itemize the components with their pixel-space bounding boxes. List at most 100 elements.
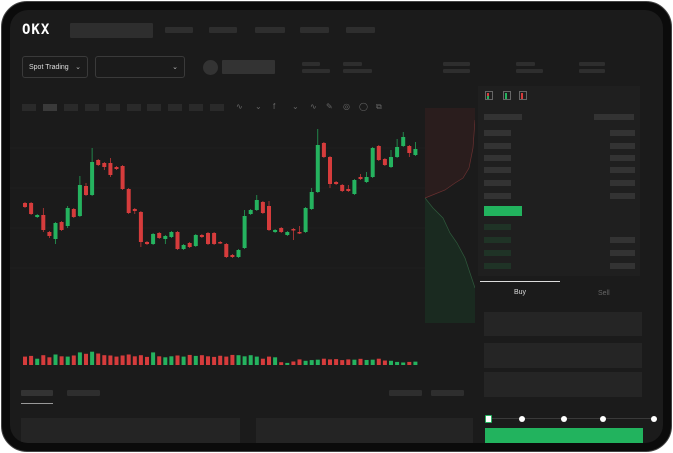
candle — [102, 163, 107, 167]
volume-bar — [187, 354, 192, 365]
nav-item[interactable] — [165, 27, 193, 33]
timeframe-button[interactable] — [189, 104, 203, 111]
stat-value — [516, 69, 543, 73]
percent-slider-track[interactable] — [490, 418, 655, 419]
candle — [364, 177, 369, 182]
spot-trading-dropdown[interactable]: Spot Trading ⌄ — [22, 56, 88, 78]
volume-bar — [157, 356, 162, 365]
okx-logo[interactable]: OKX — [22, 22, 51, 38]
buy-tab[interactable]: Buy — [514, 289, 527, 296]
volume-bar — [218, 355, 223, 365]
volume-bar — [77, 352, 82, 365]
orderbook-price[interactable] — [484, 250, 511, 256]
orderbook-price[interactable] — [484, 155, 511, 161]
filter-button[interactable] — [389, 390, 422, 396]
nav-item[interactable] — [209, 27, 237, 33]
candle — [224, 244, 229, 257]
nav-item[interactable] — [346, 27, 375, 33]
candle — [175, 232, 180, 249]
candle — [181, 245, 186, 249]
volume-bar — [47, 357, 52, 365]
candle — [163, 236, 168, 239]
candle — [242, 216, 247, 248]
settings-icon[interactable]: ◯ — [359, 102, 368, 111]
chevron-down-icon[interactable]: ⌄ — [255, 102, 262, 111]
candle — [254, 200, 259, 210]
orderbook-header[interactable] — [484, 114, 522, 120]
search-bar[interactable] — [70, 23, 153, 38]
orderbook-price[interactable] — [484, 180, 511, 186]
slider-step-25[interactable] — [519, 416, 525, 422]
indicator-icon[interactable]: f — [273, 102, 276, 111]
buy-button[interactable] — [485, 428, 643, 443]
fullscreen-icon[interactable]: ⧉ — [376, 102, 382, 111]
candle — [65, 208, 70, 226]
slider-step-50[interactable] — [561, 416, 567, 422]
nav-item[interactable] — [300, 27, 329, 33]
amount-input[interactable] — [484, 343, 642, 368]
volume-bar — [84, 353, 88, 365]
total-input[interactable] — [484, 372, 642, 397]
timeframe-button[interactable] — [127, 104, 141, 111]
volume-bar — [364, 359, 369, 365]
tab-order-history[interactable] — [67, 390, 100, 396]
volume-bar — [41, 355, 46, 365]
orderbook-price[interactable] — [484, 193, 511, 199]
candle — [126, 189, 131, 213]
orderbook-price[interactable] — [484, 167, 511, 173]
timeframe-button[interactable] — [106, 104, 120, 111]
candle — [84, 186, 88, 195]
slider-step-100[interactable] — [651, 416, 657, 422]
orderbook-amount — [610, 180, 635, 186]
chart-type-icon[interactable]: ∿ — [236, 102, 243, 111]
candle — [199, 235, 204, 237]
candle — [169, 232, 174, 237]
slider-step-75[interactable] — [600, 416, 606, 422]
orderbook-price[interactable] — [484, 224, 511, 230]
draw-icon[interactable]: ✎ — [326, 102, 333, 111]
timeframe-button[interactable] — [64, 104, 78, 111]
candle — [145, 242, 149, 244]
volume-bar — [224, 356, 229, 365]
target-icon[interactable]: ◎ — [343, 102, 350, 111]
pair-dropdown[interactable]: ⌄ — [95, 56, 185, 78]
nav-item[interactable] — [255, 27, 285, 33]
volume-bar — [382, 360, 387, 365]
candlestick-chart[interactable] — [10, 110, 425, 370]
stat-label — [579, 62, 605, 66]
orderbook-price[interactable] — [484, 130, 511, 136]
volume-bar — [279, 362, 284, 365]
volume-bar — [236, 355, 241, 365]
candle — [285, 232, 290, 235]
volume-bar — [395, 361, 400, 365]
tab-open-orders[interactable] — [21, 390, 53, 396]
price-input[interactable] — [484, 312, 642, 336]
chevron-down-icon[interactable]: ⌄ — [292, 102, 299, 111]
timeframe-button-active[interactable] — [43, 104, 57, 111]
orderbook-price[interactable] — [484, 237, 511, 243]
candle — [267, 206, 271, 230]
volume-bar — [23, 356, 27, 365]
line-icon[interactable]: ∿ — [310, 102, 317, 111]
orderbook-asks-icon[interactable] — [519, 91, 527, 100]
volume-bar — [315, 359, 320, 365]
volume-bar — [260, 358, 265, 365]
timeframe-button[interactable] — [168, 104, 182, 111]
timeframe-button[interactable] — [210, 104, 224, 111]
timeframe-button[interactable] — [22, 104, 36, 111]
timeframe-button[interactable] — [85, 104, 99, 111]
filter-button[interactable] — [431, 390, 464, 396]
orderbook-price[interactable] — [484, 143, 511, 149]
orderbook-both-icon[interactable] — [485, 91, 493, 100]
candle — [41, 215, 46, 230]
sell-tab[interactable]: Sell — [598, 290, 610, 297]
percent-slider-handle[interactable] — [485, 415, 492, 423]
volume-bar — [413, 361, 418, 365]
timeframe-button[interactable] — [147, 104, 161, 111]
volume-bar — [169, 356, 174, 365]
orderbook-bids-icon[interactable] — [503, 91, 511, 100]
orderbook-price[interactable] — [484, 263, 511, 269]
candle — [346, 189, 351, 191]
volume-bar — [267, 356, 271, 365]
tab-underline — [21, 403, 53, 404]
